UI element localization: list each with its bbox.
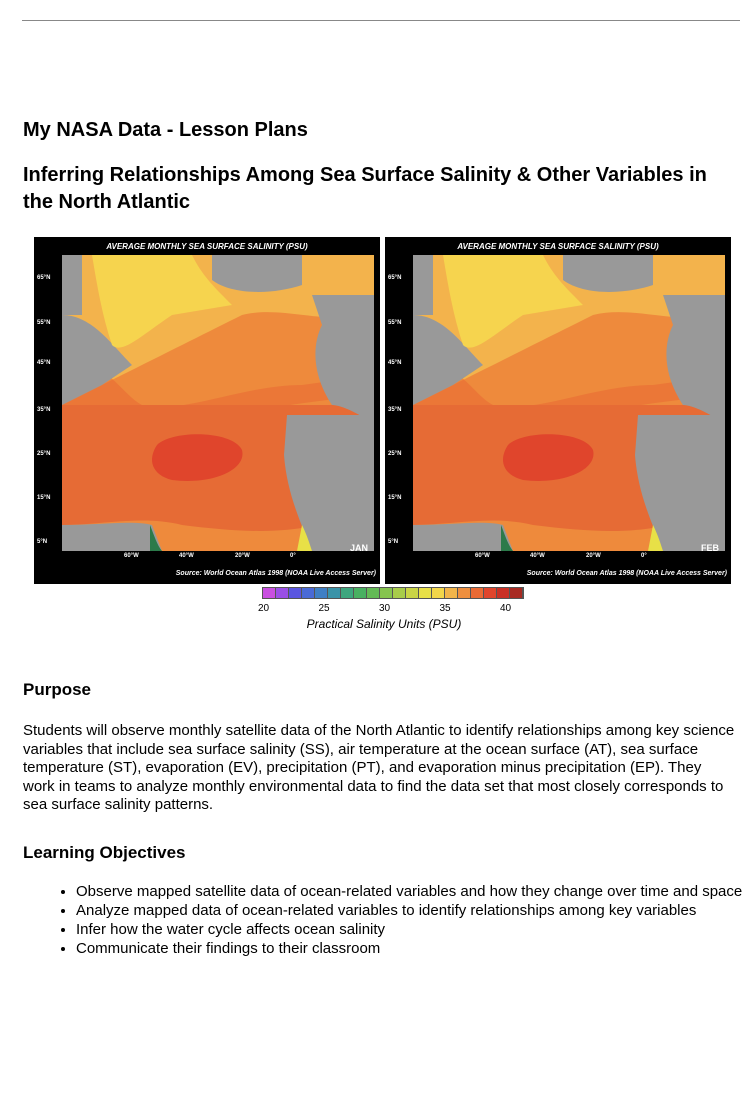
map-source: Source: World Ocean Atlas 1998 (NOAA Liv… (526, 570, 727, 577)
colorbar-tick: 40 (500, 603, 512, 614)
latitude-label: 55°N (37, 320, 51, 326)
map-plot (62, 255, 374, 551)
colorbar-swatch (419, 588, 432, 598)
colorbar-swatch (289, 588, 302, 598)
latitude-label: 5°N (37, 539, 48, 545)
colorbar-label: Practical Salinity Units (PSU) (306, 617, 462, 631)
salinity-map-jan: AVERAGE MONTHLY SEA SURFACE SALINITY (PS… (34, 237, 380, 584)
colorbar-swatch (354, 588, 367, 598)
colorbar-swatch (393, 588, 406, 598)
salinity-map-feb: AVERAGE MONTHLY SEA SURFACE SALINITY (PS… (385, 237, 731, 584)
purpose-heading: Purpose (23, 680, 92, 699)
latitude-label: 65°N (37, 275, 51, 281)
colorbar-swatch (445, 588, 458, 598)
colorbar-swatch (406, 588, 419, 598)
latitude-label: 55°N (388, 320, 402, 326)
latitude-label: 35°N (37, 407, 51, 413)
colorbar-swatch (341, 588, 354, 598)
longitude-label: 0° (290, 553, 296, 559)
list-item: Analyze mapped data of ocean-related var… (76, 901, 752, 920)
latitude-label: 15°N (37, 495, 51, 501)
latitude-label: 5°N (388, 539, 399, 545)
lesson-title: Inferring Relationships Among Sea Surfac… (23, 164, 707, 213)
top-rule (22, 20, 740, 21)
colorbar-swatch (471, 588, 484, 598)
colorbar-swatch (276, 588, 289, 598)
colorbar-swatch (458, 588, 471, 598)
longitude-label: 60°W (124, 553, 139, 559)
latitude-label: 35°N (388, 407, 402, 413)
colorbar-swatch (263, 588, 276, 598)
colorbar-tick: 20 (258, 603, 270, 614)
latitude-label: 15°N (388, 495, 402, 501)
list-item: Communicate their findings to their clas… (76, 939, 752, 958)
objectives-heading: Learning Objectives (23, 843, 186, 862)
longitude-label: 20°W (586, 553, 601, 559)
longitude-label: 40°W (179, 553, 194, 559)
month-label: FEB (701, 543, 719, 553)
site-title: My NASA Data - Lesson Plans (23, 119, 308, 141)
list-item: Infer how the water cycle affects ocean … (76, 920, 752, 939)
longitude-label: 40°W (530, 553, 545, 559)
latitude-label: 25°N (388, 451, 402, 457)
colorbar-swatch (510, 588, 523, 598)
colorbar-swatch (367, 588, 380, 598)
colorbar-tick: 35 (439, 603, 451, 614)
latitude-label: 65°N (388, 275, 402, 281)
longitude-label: 60°W (475, 553, 490, 559)
longitude-label: 0° (641, 553, 647, 559)
colorbar-tick: 25 (318, 603, 330, 614)
colorbar-swatch (328, 588, 341, 598)
latitude-label: 45°N (388, 360, 402, 366)
latitude-label: 45°N (37, 360, 51, 366)
map-source: Source: World Ocean Atlas 1998 (NOAA Liv… (175, 570, 376, 577)
colorbar-swatch (302, 588, 315, 598)
colorbar-tick: 30 (379, 603, 391, 614)
purpose-text: Students will observe monthly satellite … (23, 722, 735, 813)
map-title: AVERAGE MONTHLY SEA SURFACE SALINITY (PS… (457, 242, 659, 251)
objectives-list: Observe mapped satellite data of ocean-r… (50, 882, 752, 958)
latitude-label: 25°N (37, 451, 51, 457)
list-item: Observe mapped satellite data of ocean-r… (76, 882, 752, 901)
colorbar-swatch (497, 588, 510, 598)
colorbar-swatch (432, 588, 445, 598)
colorbar-swatch (484, 588, 497, 598)
month-label: JAN (349, 543, 368, 553)
colorbar-swatch (380, 588, 393, 598)
colorbar (262, 587, 524, 599)
longitude-label: 20°W (235, 553, 250, 559)
map-plot (413, 255, 725, 551)
map-title: AVERAGE MONTHLY SEA SURFACE SALINITY (PS… (106, 242, 308, 251)
colorbar-swatch (315, 588, 328, 598)
